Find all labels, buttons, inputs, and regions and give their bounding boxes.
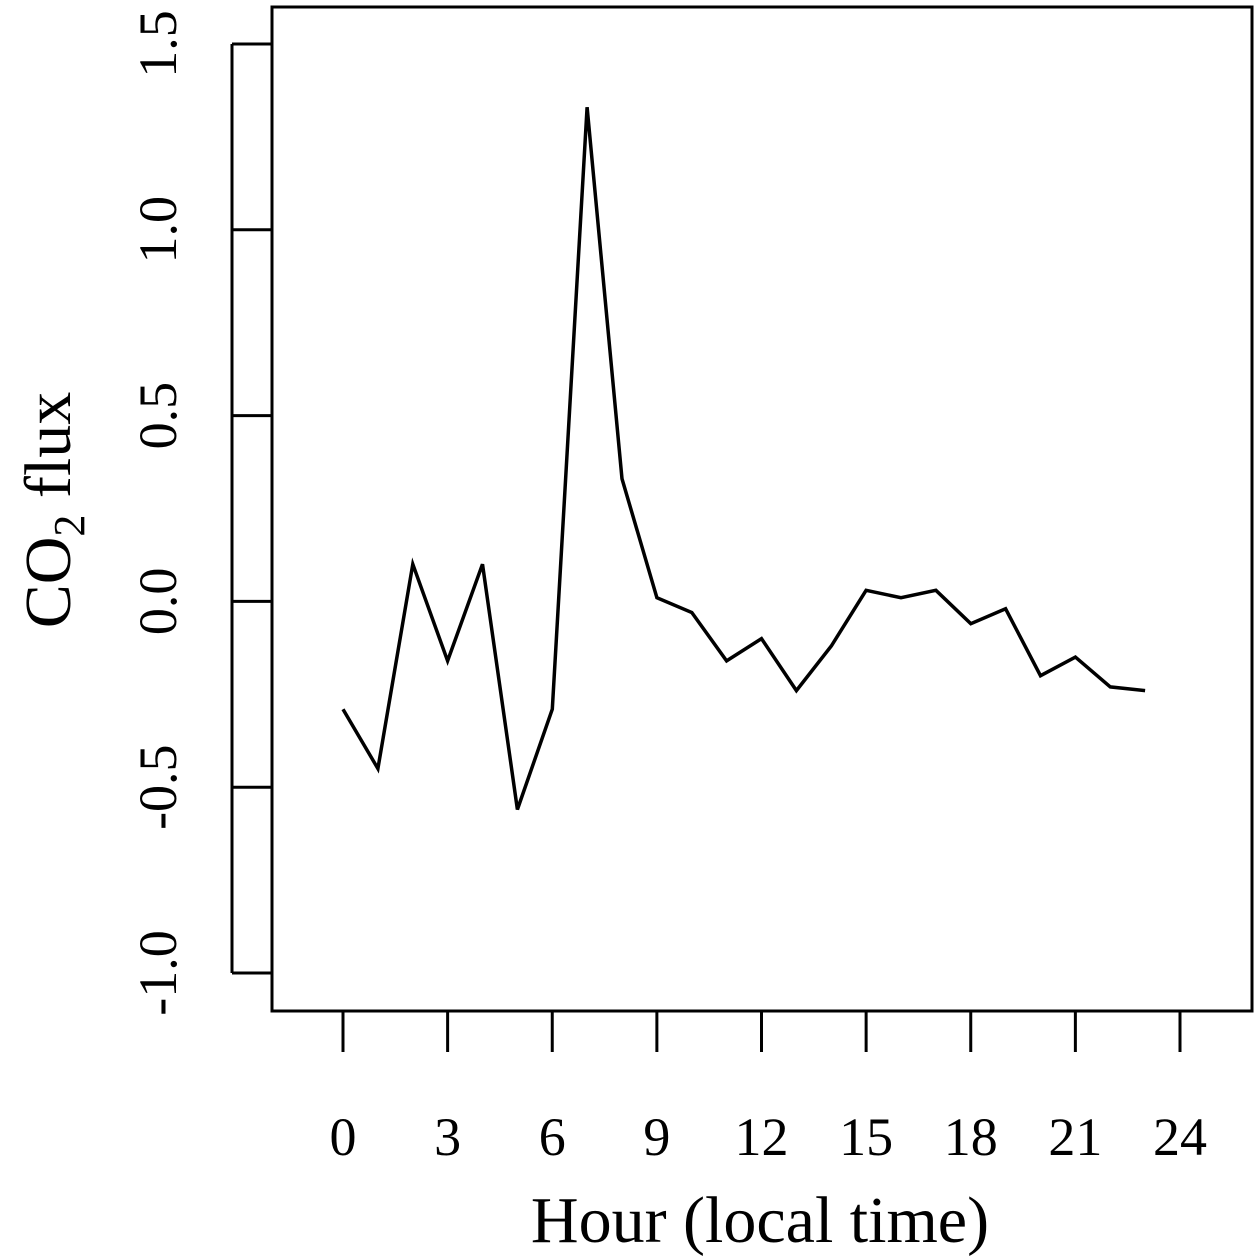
x-tick-label: 6 [539, 1107, 566, 1167]
x-tick-label: 15 [839, 1107, 893, 1167]
x-tick-label: 9 [643, 1107, 670, 1167]
x-axis-title: Hour (local time) [531, 1184, 989, 1257]
x-tick-label: 24 [1153, 1107, 1207, 1167]
plot-frame [270, 5, 1254, 1013]
y-axis-title-suffix: flux [12, 392, 85, 515]
x-tick-label: 3 [434, 1107, 461, 1167]
y-axis-title-subscript: 2 [45, 515, 94, 537]
series-line [341, 107, 1146, 811]
y-axis-title-prefix: CO [12, 537, 85, 629]
x-tick-label: 18 [944, 1107, 998, 1167]
x-axis: 0 3 6 9 12 15 18 21 24 [330, 1009, 1207, 1167]
x-tick-label: 12 [735, 1107, 789, 1167]
series-layer [341, 107, 1146, 811]
y-tick-label: -0.5 [128, 744, 188, 829]
y-tick-label: 1.0 [128, 196, 188, 263]
y-axis-title: CO2 flux [12, 392, 94, 629]
y-tick-label: 0.5 [128, 382, 188, 450]
y-tick-label: 0.0 [128, 568, 188, 636]
x-tick-label: 21 [1048, 1107, 1102, 1167]
y-tick-label: -1.0 [128, 930, 188, 1015]
x-tick-label: 0 [330, 1107, 357, 1167]
y-tick-label: 1.5 [128, 10, 188, 78]
y-axis: -1.0 -0.5 0.0 0.5 1.0 1.5 [128, 10, 272, 1016]
